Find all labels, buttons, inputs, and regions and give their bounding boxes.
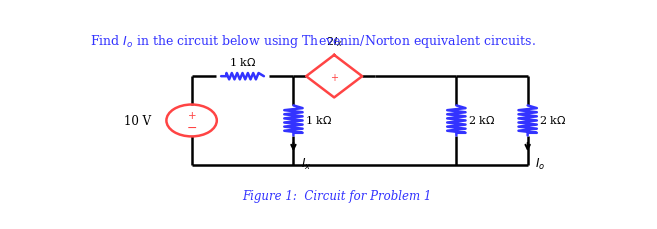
Text: Find $I_o$ in the circuit below using Thevenin/Norton equivalent circuits.: Find $I_o$ in the circuit below using Th…: [90, 33, 535, 50]
Text: $2I_x$: $2I_x$: [326, 35, 343, 49]
Text: Figure 1:  Circuit for Problem 1: Figure 1: Circuit for Problem 1: [242, 189, 432, 202]
Text: $-$: $-$: [186, 120, 197, 134]
Text: $I_x$: $I_x$: [301, 156, 311, 171]
Text: 1 k$\Omega$: 1 k$\Omega$: [229, 56, 256, 68]
Text: 1 k$\Omega$: 1 k$\Omega$: [305, 113, 332, 125]
Text: 2 k$\Omega$: 2 k$\Omega$: [539, 113, 566, 125]
Text: $I_o$: $I_o$: [535, 156, 545, 171]
Text: 2 k$\Omega$: 2 k$\Omega$: [468, 113, 495, 125]
Text: 10 V: 10 V: [124, 114, 151, 127]
Text: $+$: $+$: [330, 71, 338, 82]
Text: $+$: $+$: [187, 109, 196, 120]
